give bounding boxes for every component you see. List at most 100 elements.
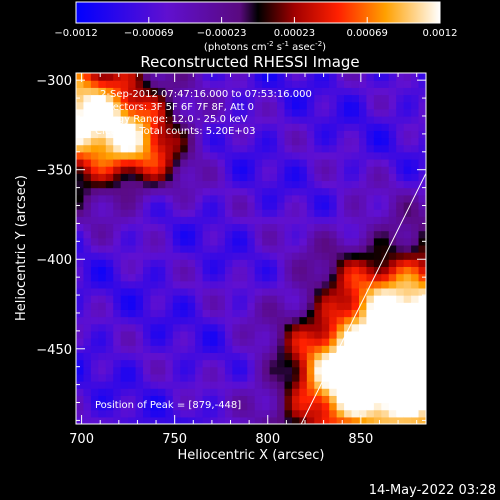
heatmap-cell: [172, 223, 181, 232]
y-tick-label: −350: [36, 164, 72, 179]
heatmap-cell: [291, 352, 301, 361]
heatmap-cell: [411, 130, 420, 139]
heatmap-cell: [411, 237, 420, 246]
heatmap-cell: [247, 359, 256, 368]
heatmap-cell: [336, 216, 345, 225]
heatmap-cell: [135, 130, 144, 139]
heatmap-cell: [113, 108, 122, 117]
heatmap-cell: [157, 323, 166, 332]
heatmap-cell: [76, 130, 85, 139]
heatmap-cell: [150, 223, 159, 232]
heatmap-cell: [299, 123, 308, 131]
heatmap-cell: [344, 94, 353, 103]
heatmap-cell: [388, 323, 397, 332]
heatmap-cell: [262, 158, 271, 167]
heatmap-cell: [98, 166, 107, 174]
heatmap-cell: [321, 230, 330, 239]
heatmap-cell: [351, 330, 360, 339]
heatmap-cell: [98, 187, 107, 196]
heatmap-cell: [254, 166, 263, 174]
heatmap-cell: [336, 123, 345, 131]
heatmap-cell: [83, 395, 92, 404]
heatmap-cell: [224, 366, 233, 375]
heatmap-cell: [373, 309, 382, 318]
heatmap-cell: [239, 287, 248, 296]
heatmap-cell: [113, 166, 122, 174]
heatmap-cell: [403, 115, 412, 124]
heatmap-cell: [143, 73, 152, 81]
heatmap-cell: [336, 80, 345, 88]
heatmap-cell: [418, 151, 426, 160]
heatmap-cell: [202, 94, 211, 103]
heatmap-cell: [150, 87, 159, 96]
x-tick-label: 700: [69, 432, 94, 447]
heatmap-cell: [314, 130, 323, 139]
heatmap-cell: [269, 194, 278, 203]
heatmap-cell: [284, 115, 293, 124]
heatmap-cell: [254, 73, 263, 81]
heatmap-cell: [336, 223, 345, 232]
heatmap-cell: [358, 273, 368, 282]
heatmap-cell: [157, 194, 166, 203]
heatmap-cell: [143, 373, 152, 382]
heatmap-cell: [113, 123, 122, 131]
heatmap-cell: [396, 151, 405, 160]
heatmap-cell: [165, 352, 174, 361]
heatmap-cell: [321, 366, 330, 375]
heatmap-cell: [314, 381, 323, 389]
heatmap-cell: [351, 259, 360, 267]
heatmap-cell: [150, 323, 159, 332]
heatmap-cell: [314, 194, 323, 203]
heatmap-cell: [418, 259, 426, 267]
heatmap-cell: [299, 345, 308, 353]
heatmap-cell: [254, 94, 263, 103]
heatmap-cell: [329, 352, 338, 361]
heatmap-cell: [284, 158, 293, 167]
heatmap-cell: [306, 323, 315, 332]
heatmap-cell: [105, 115, 114, 124]
heatmap-cell: [187, 137, 196, 146]
heatmap-cell: [306, 252, 315, 260]
heatmap-cell: [306, 309, 315, 318]
heatmap-cell: [396, 302, 405, 310]
heatmap-cell: [150, 108, 159, 117]
heatmap-cell: [351, 151, 360, 160]
heatmap-cell: [150, 266, 159, 275]
heatmap-cell: [202, 359, 211, 368]
heatmap-cell: [195, 123, 204, 131]
annotation-detectors: Detectors: 3F 5F 6F 7F 8F, Att 0: [95, 102, 254, 113]
heatmap-cell: [165, 187, 174, 196]
heatmap-cell: [113, 388, 122, 396]
heatmap-cell: [150, 330, 159, 339]
heatmap-cell: [321, 216, 330, 225]
heatmap-cell: [351, 309, 360, 318]
heatmap-cell: [217, 295, 226, 303]
heatmap-cell: [217, 151, 226, 160]
heatmap-cell: [321, 395, 330, 404]
heatmap-cell: [411, 287, 420, 296]
heatmap-cell: [373, 388, 382, 396]
heatmap-cell: [90, 87, 99, 96]
heatmap-cell: [98, 330, 107, 339]
heatmap-cell: [247, 309, 256, 318]
heatmap-cell: [98, 309, 107, 318]
heatmap-cell: [418, 87, 426, 96]
heatmap-cell: [76, 123, 85, 131]
heatmap-cell: [143, 395, 152, 404]
heatmap-cell: [366, 94, 375, 103]
heatmap-cell: [247, 194, 256, 203]
heatmap-cell: [366, 73, 375, 81]
heatmap-cell: [210, 173, 219, 182]
heatmap-cell: [113, 194, 122, 203]
heatmap-cell: [366, 180, 375, 189]
heatmap-cell: [187, 130, 196, 139]
heatmap-cell: [403, 259, 412, 267]
heatmap-cell: [396, 381, 405, 389]
heatmap-cell: [373, 395, 382, 404]
heatmap-cell: [321, 173, 330, 182]
heatmap-cell: [344, 295, 353, 303]
heatmap-cell: [329, 173, 338, 182]
heatmap-cell: [321, 273, 330, 282]
heatmap-cell: [195, 359, 204, 368]
annotation-time-range: 2-Sep-2012 07:47:16.000 to 07:53:16.000: [100, 89, 312, 100]
